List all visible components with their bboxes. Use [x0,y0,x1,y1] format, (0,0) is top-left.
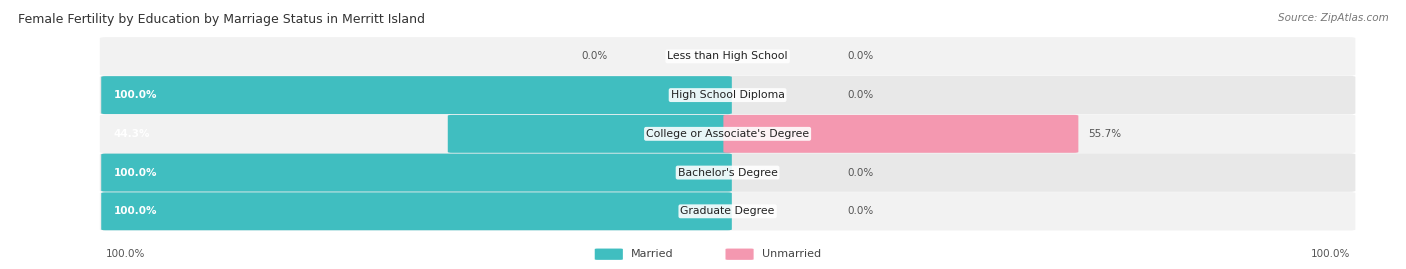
Text: 0.0%: 0.0% [846,168,873,178]
FancyBboxPatch shape [595,249,623,260]
Text: Source: ZipAtlas.com: Source: ZipAtlas.com [1278,13,1389,23]
FancyBboxPatch shape [723,115,1078,153]
Text: College or Associate's Degree: College or Associate's Degree [645,129,810,139]
FancyBboxPatch shape [100,115,1355,153]
FancyBboxPatch shape [447,115,731,153]
FancyBboxPatch shape [101,192,731,230]
Text: 0.0%: 0.0% [846,90,873,100]
Text: 100.0%: 100.0% [114,168,157,178]
FancyBboxPatch shape [100,37,1355,76]
Text: Unmarried: Unmarried [762,249,821,259]
Text: 44.3%: 44.3% [114,129,150,139]
Text: Graduate Degree: Graduate Degree [681,206,775,216]
Text: 0.0%: 0.0% [846,51,873,61]
FancyBboxPatch shape [100,76,1355,114]
Text: 100.0%: 100.0% [105,249,145,259]
Text: Less than High School: Less than High School [668,51,787,61]
Text: 55.7%: 55.7% [1088,129,1122,139]
Text: Bachelor's Degree: Bachelor's Degree [678,168,778,178]
FancyBboxPatch shape [100,153,1355,192]
Text: 0.0%: 0.0% [582,51,607,61]
Text: 100.0%: 100.0% [1310,249,1350,259]
Text: Female Fertility by Education by Marriage Status in Merritt Island: Female Fertility by Education by Marriag… [18,13,425,26]
FancyBboxPatch shape [101,154,731,192]
FancyBboxPatch shape [725,249,754,260]
Text: 0.0%: 0.0% [846,206,873,216]
FancyBboxPatch shape [101,76,731,114]
FancyBboxPatch shape [100,192,1355,231]
Text: Married: Married [631,249,673,259]
Text: 100.0%: 100.0% [114,206,157,216]
Text: High School Diploma: High School Diploma [671,90,785,100]
Text: 100.0%: 100.0% [114,90,157,100]
